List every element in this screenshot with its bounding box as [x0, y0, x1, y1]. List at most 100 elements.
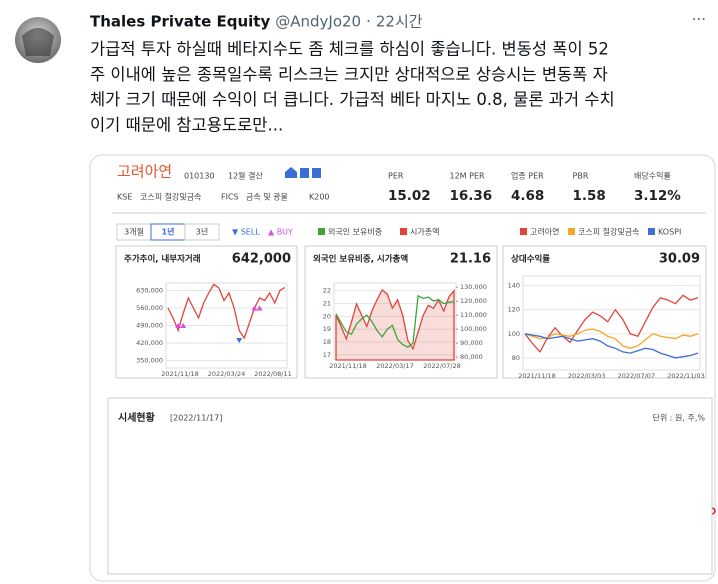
metric-value: 15.02	[388, 188, 431, 204]
y-tick-label: 21	[323, 300, 331, 308]
metric-label: PBR	[573, 172, 589, 181]
y-tick-label: 20	[323, 312, 331, 320]
phone-icon	[312, 168, 321, 178]
line	[524, 328, 699, 349]
buy-marker	[251, 305, 258, 311]
separator: ·	[366, 13, 371, 31]
y2-tick-label: 80,000	[460, 353, 483, 361]
x-tick-label: 2022/11/03	[667, 372, 704, 380]
legend-swatch	[568, 228, 575, 235]
metric-value: 4.68	[511, 188, 544, 204]
y-tick-label: 140	[508, 282, 520, 290]
y2-tick-label: 110,000	[460, 311, 487, 319]
buy-marker	[256, 305, 263, 311]
tweet-text-line: 이기 때문에 참고용도로만...	[90, 115, 283, 134]
stock-code: 010130	[184, 172, 215, 181]
y-tick-label: 560,000	[136, 304, 163, 312]
buy-marker	[180, 323, 187, 328]
legend-swatch	[648, 228, 655, 235]
line	[167, 283, 286, 340]
metric-label: 12M PER	[450, 172, 486, 181]
chart-panel	[115, 245, 298, 379]
tweet-text-line: 주 이내에 높은 종목일수록 리스크는 크지만 상대적으로 상승시는 변동폭 자	[90, 65, 608, 84]
buy-marker	[175, 323, 182, 328]
chart-latest: 21.16	[450, 252, 491, 267]
x-tick-label: 2021/11/18	[161, 370, 198, 378]
table-title: 시세현황	[118, 411, 156, 424]
market-tag: K200	[309, 193, 330, 202]
legend-label: KOSPI	[658, 228, 681, 237]
legend-label: 시가총액	[410, 227, 439, 237]
table-unit: 단위 : 원, 주,%	[653, 413, 706, 423]
market-tag: 금속 및 광물	[246, 192, 288, 202]
metric-label: 배당수익률	[634, 171, 671, 181]
x-tick-label: 2022/03/03	[568, 372, 605, 380]
y-tick-label: 100	[508, 330, 520, 338]
y-tick-label: 630,000	[136, 287, 163, 295]
more-menu[interactable]: ···	[692, 11, 706, 29]
legend-swatch	[520, 228, 527, 235]
x-tick-label: 2021/11/18	[518, 372, 555, 380]
tab-label: 3개월	[124, 227, 144, 237]
tab[interactable]	[184, 223, 220, 241]
y-tick-label: 22	[323, 287, 331, 295]
y-tick-label: 19	[323, 325, 331, 333]
avatar-figure	[22, 28, 54, 56]
tweet-text-line: 체가 크기 때문에 수익이 더 큽니다. 가급적 베타 마지노 0.8, 물론 …	[90, 90, 615, 109]
y-tick-label: 17	[323, 351, 331, 359]
y-tick-label: 420,000	[136, 339, 163, 347]
chart-title: 외국인 보유비중, 시가총액	[313, 254, 408, 265]
market-tag: KSE	[117, 193, 132, 202]
legend-label: 코스피 철강및금속	[578, 227, 639, 237]
x-tick-label: 2022/08/11	[254, 370, 291, 378]
y-tick-label: 490,000	[136, 322, 163, 330]
legend-swatch	[400, 228, 407, 235]
x-tick-label: 2022/07/07	[618, 372, 655, 380]
area	[335, 288, 455, 361]
line	[335, 294, 455, 348]
chart-latest: 30.09	[659, 252, 700, 267]
y2-tick-label: 120,000	[460, 297, 487, 305]
y-tick-label: 350,000	[136, 357, 163, 365]
tab-label: 1년	[162, 227, 175, 237]
y-tick-label: 80	[512, 354, 520, 362]
legend-label: 고려아연	[530, 227, 559, 237]
chart-latest: 642,000	[232, 252, 291, 267]
x-tick-label: 2022/07/28	[423, 362, 460, 370]
company-name: 고려아연	[117, 163, 172, 181]
metric-value: 3.12%	[634, 188, 681, 204]
sell-marker	[236, 338, 243, 343]
doc-icon	[300, 168, 309, 178]
chart-title: 상대수익률	[511, 254, 550, 265]
legend-label: ▼ SELL	[232, 228, 260, 237]
metric-label: 업종 PER	[511, 172, 544, 181]
x-tick-label: 2021/11/18	[329, 362, 366, 370]
timestamp[interactable]: 22시간	[376, 13, 423, 31]
legend-label: ▲ BUY	[268, 228, 293, 237]
home-icon	[285, 167, 297, 178]
metric-value: 1.58	[573, 188, 606, 204]
y2-tick-label: 130,000	[460, 283, 487, 291]
line	[524, 333, 699, 359]
legend-label: 외국인 보유비중	[328, 227, 382, 237]
y-tick-label: 120	[508, 306, 520, 314]
tweet-text-line: 가급적 투자 하실때 베타지수도 좀 체크를 하심이 좋습니다. 변동성 폭이 …	[90, 40, 609, 59]
settlement: 12월 결산	[228, 171, 263, 181]
tab-label: 3년	[196, 227, 208, 237]
author-handle[interactable]: @AndyJo20	[275, 13, 361, 31]
y2-tick-label: 100,000	[460, 325, 487, 333]
y2-tick-label: 90,000	[460, 339, 483, 347]
plot-area	[522, 275, 701, 371]
x-tick-label: 2022/03/17	[376, 362, 413, 370]
table-date: [2022/11/17]	[170, 414, 222, 423]
x-tick-label: 2022/03/24	[208, 370, 245, 378]
line	[524, 294, 699, 354]
author-name[interactable]: Thales Private Equity	[90, 13, 270, 31]
market-tag: FICS	[221, 193, 239, 202]
metric-value: 16.36	[450, 188, 493, 204]
y-tick-label: 18	[323, 338, 331, 346]
table-panel	[107, 397, 713, 575]
metric-label: PER	[388, 172, 404, 181]
